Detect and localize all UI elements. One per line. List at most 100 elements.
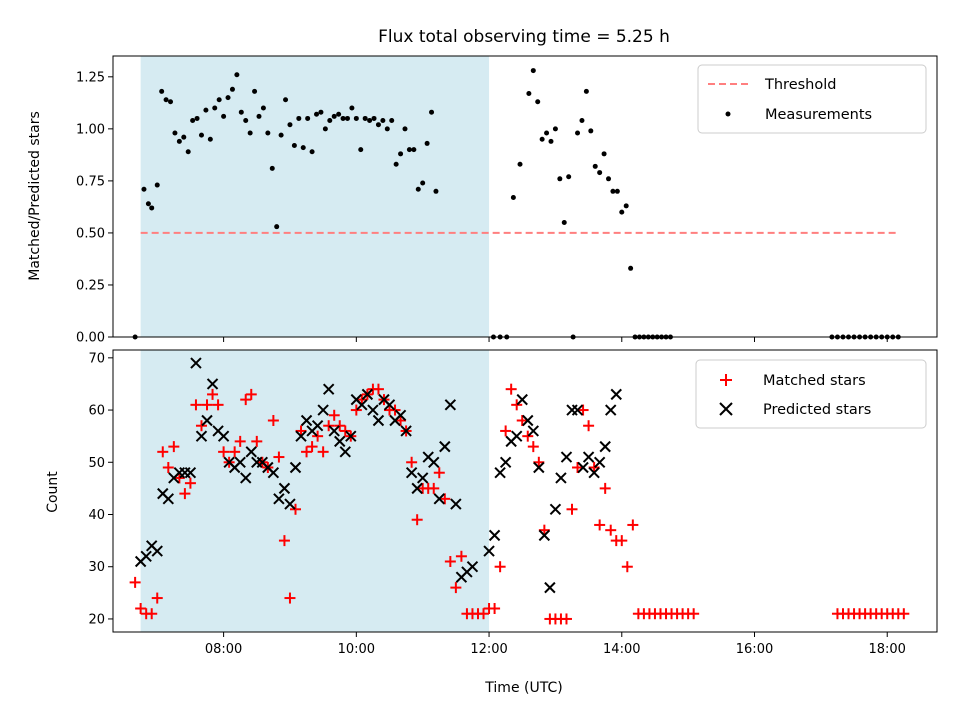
bottom-y-tick-label: 40 xyxy=(88,508,105,523)
measurement-point xyxy=(318,109,324,115)
bottom-y-tick-label: 20 xyxy=(88,612,105,627)
measurement-point xyxy=(371,115,377,121)
matched-star-marker xyxy=(566,503,578,515)
matched-star-marker xyxy=(500,425,512,437)
top-y-ticks: 0.00 0.25 0.50 0.75 1.00 1.25 xyxy=(76,70,113,346)
predicted-star-marker xyxy=(450,498,462,510)
measurement-point xyxy=(229,86,235,92)
predicted-star-marker xyxy=(466,561,479,573)
measurement-point xyxy=(243,118,249,124)
matched-star-marker xyxy=(439,493,451,505)
predicted-star-marker xyxy=(400,425,412,437)
measurement-point xyxy=(287,122,293,128)
measurement-point xyxy=(265,130,271,136)
matched-star-marker xyxy=(372,383,384,395)
predicted-star-marker xyxy=(499,456,512,468)
matched-star-marker xyxy=(339,425,351,437)
measurement-point xyxy=(344,115,350,121)
measurement-point xyxy=(154,182,160,188)
measurement-point xyxy=(309,149,315,155)
predicted-star-marker xyxy=(140,550,152,562)
predicted-star-marker xyxy=(538,529,551,542)
matched-star-marker xyxy=(212,399,224,411)
matched-star-marker xyxy=(583,420,595,432)
matched-star-marker xyxy=(218,446,230,458)
matched-star-marker xyxy=(605,524,617,536)
matched-star-marker xyxy=(135,603,147,614)
measurement-point xyxy=(429,109,435,115)
measurement-point xyxy=(283,97,289,103)
matched-star-marker xyxy=(289,503,301,515)
bottom-legend: Matched stars Predicted stars xyxy=(695,359,927,429)
predicted-legend-label: Predicted stars xyxy=(763,402,871,418)
predicted-star-marker xyxy=(610,388,622,401)
measurement-point xyxy=(406,147,412,153)
predicted-star-marker xyxy=(300,414,313,427)
measurement-point xyxy=(380,118,386,124)
predicted-star-marker xyxy=(582,451,595,463)
matched-star-marker xyxy=(334,420,346,432)
measurement-point xyxy=(216,97,222,103)
predicted-star-marker xyxy=(483,545,495,557)
measurement-point xyxy=(433,188,439,194)
bottom-x-tick-label: 10:00 xyxy=(338,642,375,657)
predicted-star-marker xyxy=(527,425,540,437)
predicted-star-marker xyxy=(599,440,611,453)
measurement-point xyxy=(539,136,545,142)
measurement-point xyxy=(530,68,536,74)
matched-star-marker xyxy=(146,608,158,620)
predicted-star-marker xyxy=(195,430,208,442)
bottom-panel: 20 30 40 50 60 70 08:00 10:00 12:00 14:00 16:00 18… xyxy=(45,349,938,696)
predicted-star-marker xyxy=(588,467,600,479)
measurement-point xyxy=(579,118,585,124)
matched-star-marker xyxy=(267,415,279,426)
measurement-point xyxy=(221,113,227,119)
matched-star-marker xyxy=(594,519,606,531)
bottom-y-tick-label: 60 xyxy=(88,404,105,419)
predicted-star-marker xyxy=(240,472,252,484)
matched-star-marker xyxy=(688,608,700,620)
measurement-point xyxy=(510,195,516,201)
measurement-point xyxy=(588,128,594,134)
predicted-star-marker xyxy=(184,467,197,479)
predicted-star-marker xyxy=(339,446,351,458)
measurement-point xyxy=(349,105,355,111)
measurement-point xyxy=(274,224,280,230)
measurement-point xyxy=(353,115,359,121)
measurement-point xyxy=(402,126,408,132)
matched-star-marker xyxy=(588,462,600,473)
measurement-point xyxy=(252,88,258,94)
predicted-legend-swatch xyxy=(719,402,733,416)
top-legend-box xyxy=(697,64,927,134)
predicted-star-marker xyxy=(356,399,368,411)
measurement-point xyxy=(296,115,302,121)
measurement-point xyxy=(340,115,346,121)
matched-star-marker xyxy=(505,383,517,395)
predicted-star-marker xyxy=(372,414,385,427)
matched-star-marker xyxy=(478,608,490,620)
matched-star-marker xyxy=(312,430,324,442)
matched-star-marker xyxy=(284,592,296,604)
measurement-point xyxy=(583,88,589,94)
measurement-point xyxy=(597,170,603,176)
measurement-point xyxy=(260,105,266,111)
matched-star-marker xyxy=(511,399,523,411)
top-y-tick-label: 0.50 xyxy=(76,226,105,241)
measurement-point xyxy=(557,176,563,182)
predicted-star-marker xyxy=(345,430,357,442)
predicted-star-points xyxy=(134,357,622,594)
measurement-point xyxy=(619,209,625,215)
matched-star-marker xyxy=(323,420,335,432)
predicted-star-marker xyxy=(428,456,440,468)
top-y-axis-label: Matched/Predicted stars xyxy=(27,111,43,281)
matched-star-marker xyxy=(173,472,185,484)
matched-star-marker xyxy=(494,561,506,573)
top-y-tick-label: 1.00 xyxy=(76,122,105,137)
measurement-point xyxy=(331,113,337,119)
predicted-star-marker xyxy=(571,404,584,416)
matched-star-marker xyxy=(572,462,584,473)
measurement-point xyxy=(561,220,567,226)
measurement-point xyxy=(212,105,218,111)
measurement-point xyxy=(176,138,182,144)
predicted-star-marker xyxy=(284,498,296,510)
